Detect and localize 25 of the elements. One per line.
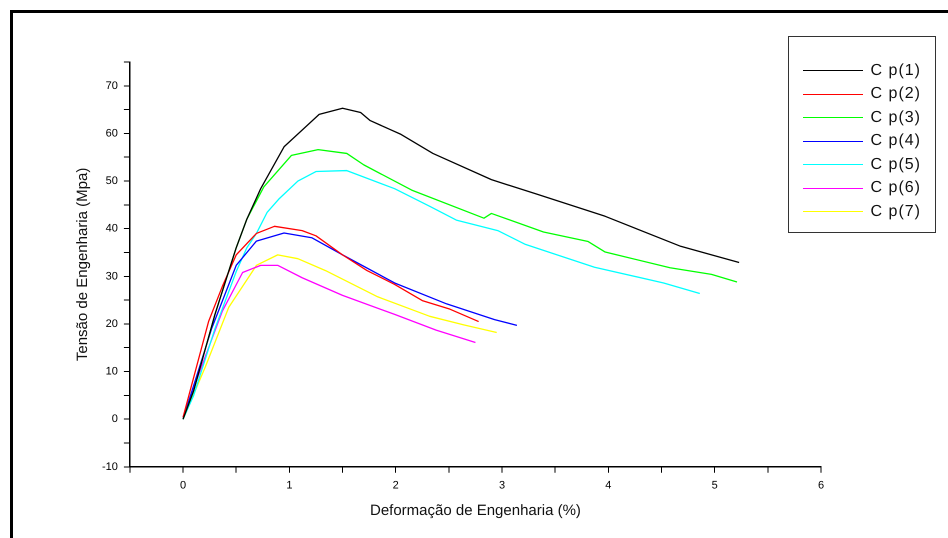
x-tick-label: 0 <box>180 479 186 492</box>
y-tick-label: 10 <box>106 366 118 378</box>
x-tick-label: 5 <box>712 479 718 492</box>
x-tick-label: 3 <box>498 479 506 492</box>
y-tick-label: 30 <box>106 270 118 282</box>
y-tick-label: -10 <box>102 460 118 473</box>
y-tick-label: 70 <box>106 80 118 92</box>
y-tick-label: 50 <box>106 175 118 188</box>
x-tick-label: 6 <box>818 479 824 492</box>
y-axis-title: Tensão de Engenharia (Mpa) <box>74 168 92 362</box>
x-axis-title: Deformação de Engenharia (%) <box>370 502 581 520</box>
y-tick-label: 60 <box>106 127 118 140</box>
x-tick-label: 4 <box>605 479 612 492</box>
x-tick-label: 2 <box>392 479 399 492</box>
legend-label: C p(4) <box>870 132 921 150</box>
y-tick-label: 40 <box>106 222 118 235</box>
legend-label: C p(7) <box>870 202 921 221</box>
legend-label: C p(3) <box>870 108 921 127</box>
legend-label: C p(5) <box>870 156 921 174</box>
legend-label: C p(6) <box>870 179 921 198</box>
x-tick-label: 1 <box>286 479 292 492</box>
y-tick-label: 0 <box>112 413 118 426</box>
y-tick-label: 20 <box>106 318 118 330</box>
legend-label: C p(1) <box>870 62 921 80</box>
legend-label: C p(2) <box>870 85 921 104</box>
